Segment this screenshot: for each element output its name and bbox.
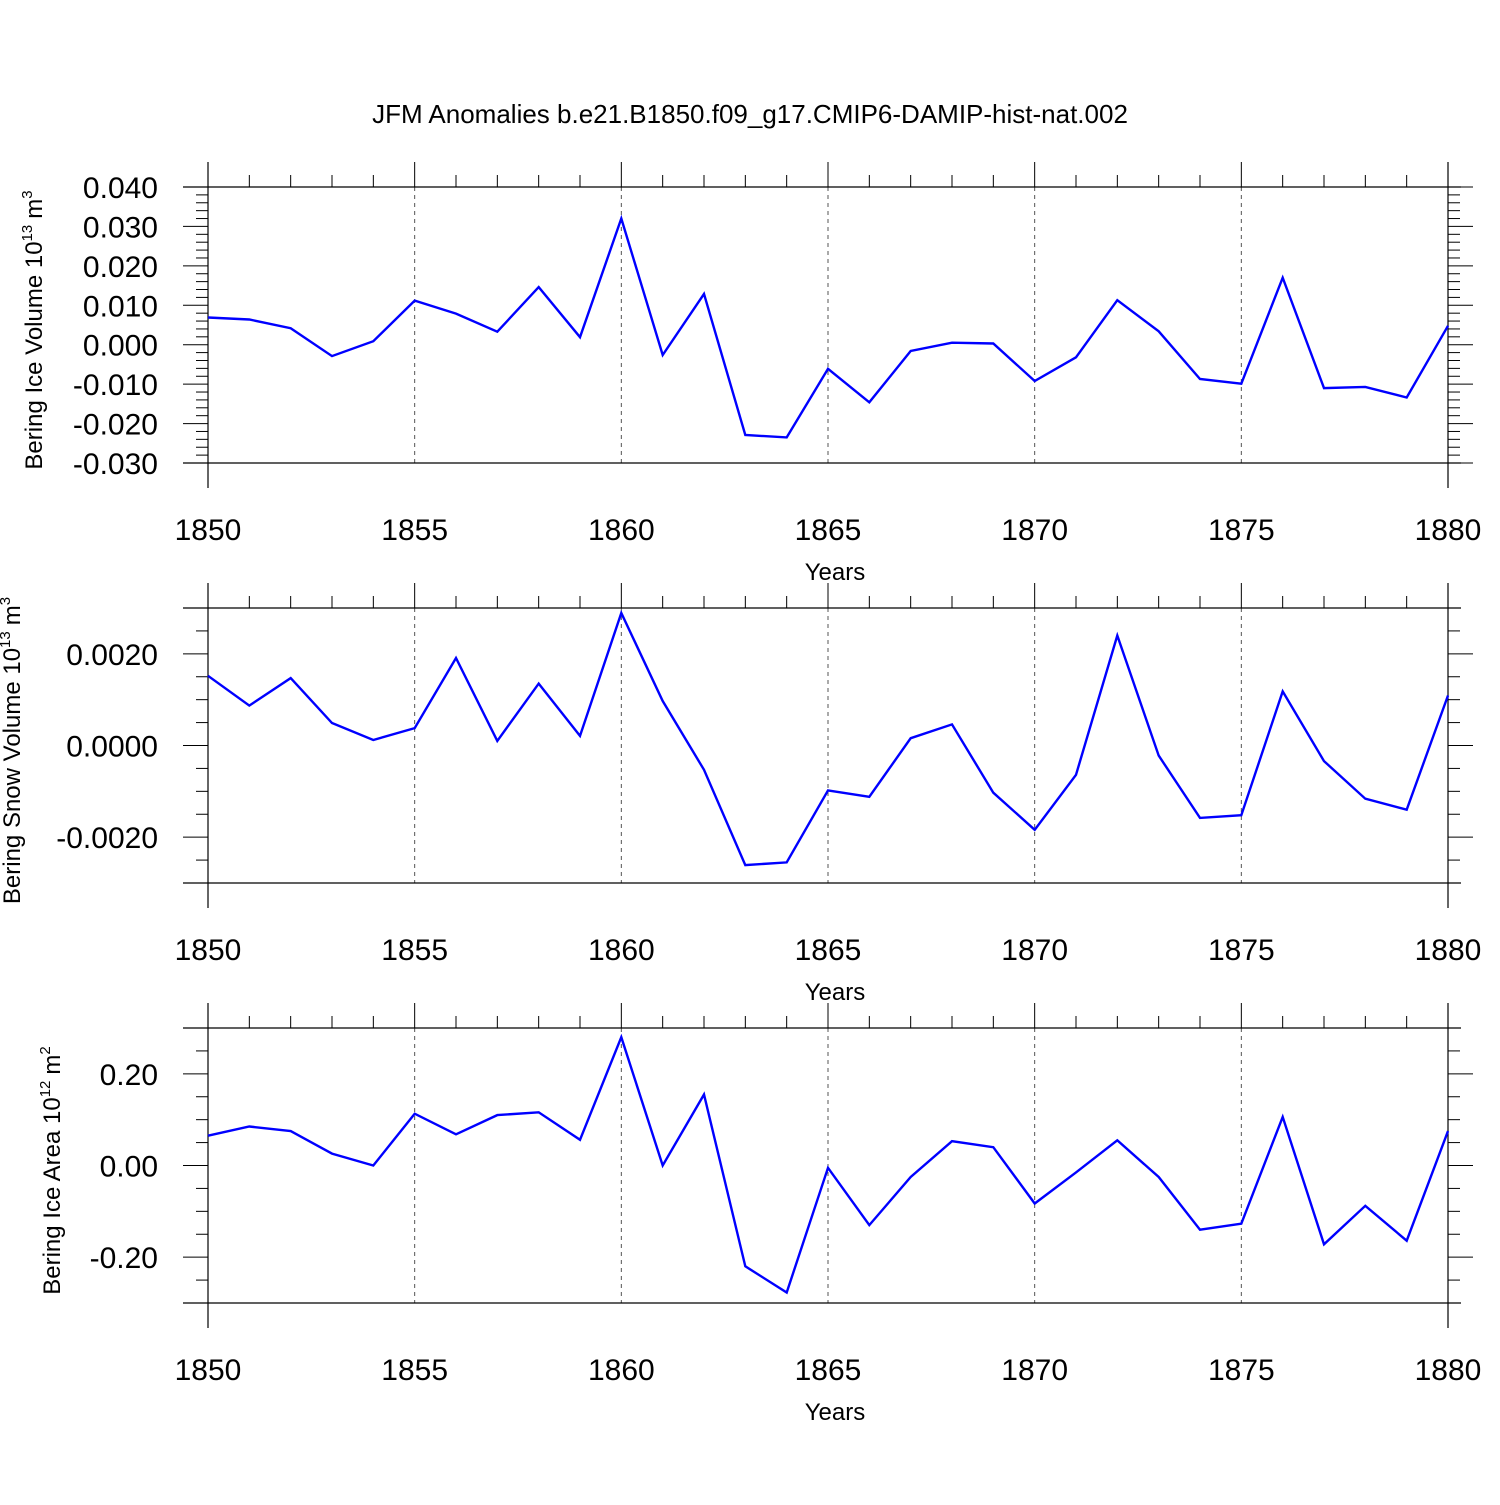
y-axis-title-unit: m: [0, 605, 26, 625]
x-tick-label: 1870: [1001, 934, 1068, 967]
x-tick-label: 1865: [795, 514, 862, 547]
y-axis-title-text: Bering Snow Volume 10: [0, 648, 26, 904]
y-axis-title-text: Bering Ice Volume 10: [21, 241, 48, 469]
x-tick-label: 1855: [381, 514, 448, 547]
y-tick-label: 0.00: [100, 1151, 158, 1184]
x-tick-label: 1875: [1208, 934, 1275, 967]
x-tick-label: 1875: [1208, 1354, 1275, 1387]
y-axis-title-text: Bering Ice Area 10: [39, 1097, 66, 1294]
x-tick-label: 1880: [1415, 1354, 1482, 1387]
x-tick-label: 1870: [1001, 514, 1068, 547]
panel-1: 1850 1855 1860 1865 1870 1875 1880 Years -0.030 -…: [19, 162, 1481, 586]
y-axis-title-unit: m: [21, 199, 48, 219]
y-tick-label: 0.0000: [66, 731, 158, 764]
x-tick-label: 1855: [381, 1354, 448, 1387]
y-tick-label: -0.20: [90, 1242, 158, 1275]
y-tick-label: -0.020: [73, 409, 158, 442]
x-axis-title: Years: [805, 979, 866, 1006]
y-tick-label: 0.000: [83, 330, 158, 363]
y-axis-title-unit: m: [39, 1055, 66, 1075]
y-tick-label: 0.010: [83, 290, 158, 323]
x-axis-title: Years: [805, 1399, 866, 1426]
x-tick-label: 1865: [795, 1354, 862, 1387]
y-axis-title: Bering Ice Volume 1013 m3: [19, 190, 48, 469]
y-tick-label: 0.20: [100, 1059, 158, 1092]
x-tick-label: 1865: [795, 934, 862, 967]
panels: 1850 1855 1860 1865 1870 1875 1880 Years -0.030 -…: [0, 162, 1481, 1426]
chart-title: JFM Anomalies b.e21.B1850.f09_g17.CMIP6-…: [372, 99, 1128, 129]
y-axis-title-exponent: 13: [19, 225, 36, 242]
y-axis-title-unit-exponent: 3: [19, 190, 36, 198]
y-axis-title-unit-exponent: 3: [0, 597, 14, 605]
x-tick-label: 1860: [588, 514, 655, 547]
y-tick-label: 0.0020: [66, 639, 158, 672]
x-tick-label: 1850: [175, 934, 242, 967]
y-tick-label: -0.030: [73, 448, 158, 481]
y-tick-label: -0.010: [73, 369, 158, 402]
x-tick-label: 1855: [381, 934, 448, 967]
y-tick-label: 0.020: [83, 251, 158, 284]
x-tick-label: 1860: [588, 1354, 655, 1387]
x-tick-label: 1860: [588, 934, 655, 967]
x-tick-label: 1850: [175, 514, 242, 547]
y-axis-title: Bering Snow Volume 1013 m3: [0, 597, 26, 904]
y-tick-label: -0.0020: [56, 822, 158, 855]
y-axis-title-exponent: 12: [37, 1081, 54, 1098]
panel-3: 1850 1855 1860 1865 1870 1875 1880 Years -0.20 0.…: [37, 1003, 1481, 1426]
y-tick-label: 0.030: [83, 211, 158, 244]
x-tick-label: 1870: [1001, 1354, 1068, 1387]
y-axis-title-unit-exponent: 2: [37, 1046, 54, 1054]
x-tick-label: 1875: [1208, 514, 1275, 547]
x-tick-label: 1880: [1415, 934, 1482, 967]
panel-2: 1850 1855 1860 1865 1870 1875 1880 Years -0.0020…: [0, 583, 1481, 1006]
y-tick-label: 0.040: [83, 172, 158, 205]
y-axis-title-exponent: 13: [0, 631, 14, 648]
x-tick-label: 1850: [175, 1354, 242, 1387]
y-axis-title: Bering Ice Area 1012 m2: [37, 1046, 66, 1295]
x-tick-label: 1880: [1415, 514, 1482, 547]
x-axis-title: Years: [805, 559, 866, 586]
